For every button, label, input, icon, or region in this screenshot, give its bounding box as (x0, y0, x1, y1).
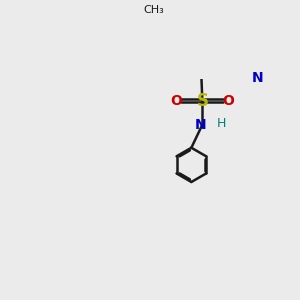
Text: O: O (222, 94, 234, 108)
Text: N: N (195, 118, 206, 132)
Text: N: N (252, 71, 264, 85)
Text: CH₃: CH₃ (143, 5, 164, 15)
Text: O: O (171, 94, 183, 108)
Text: H: H (216, 117, 226, 130)
Text: S: S (196, 92, 208, 110)
